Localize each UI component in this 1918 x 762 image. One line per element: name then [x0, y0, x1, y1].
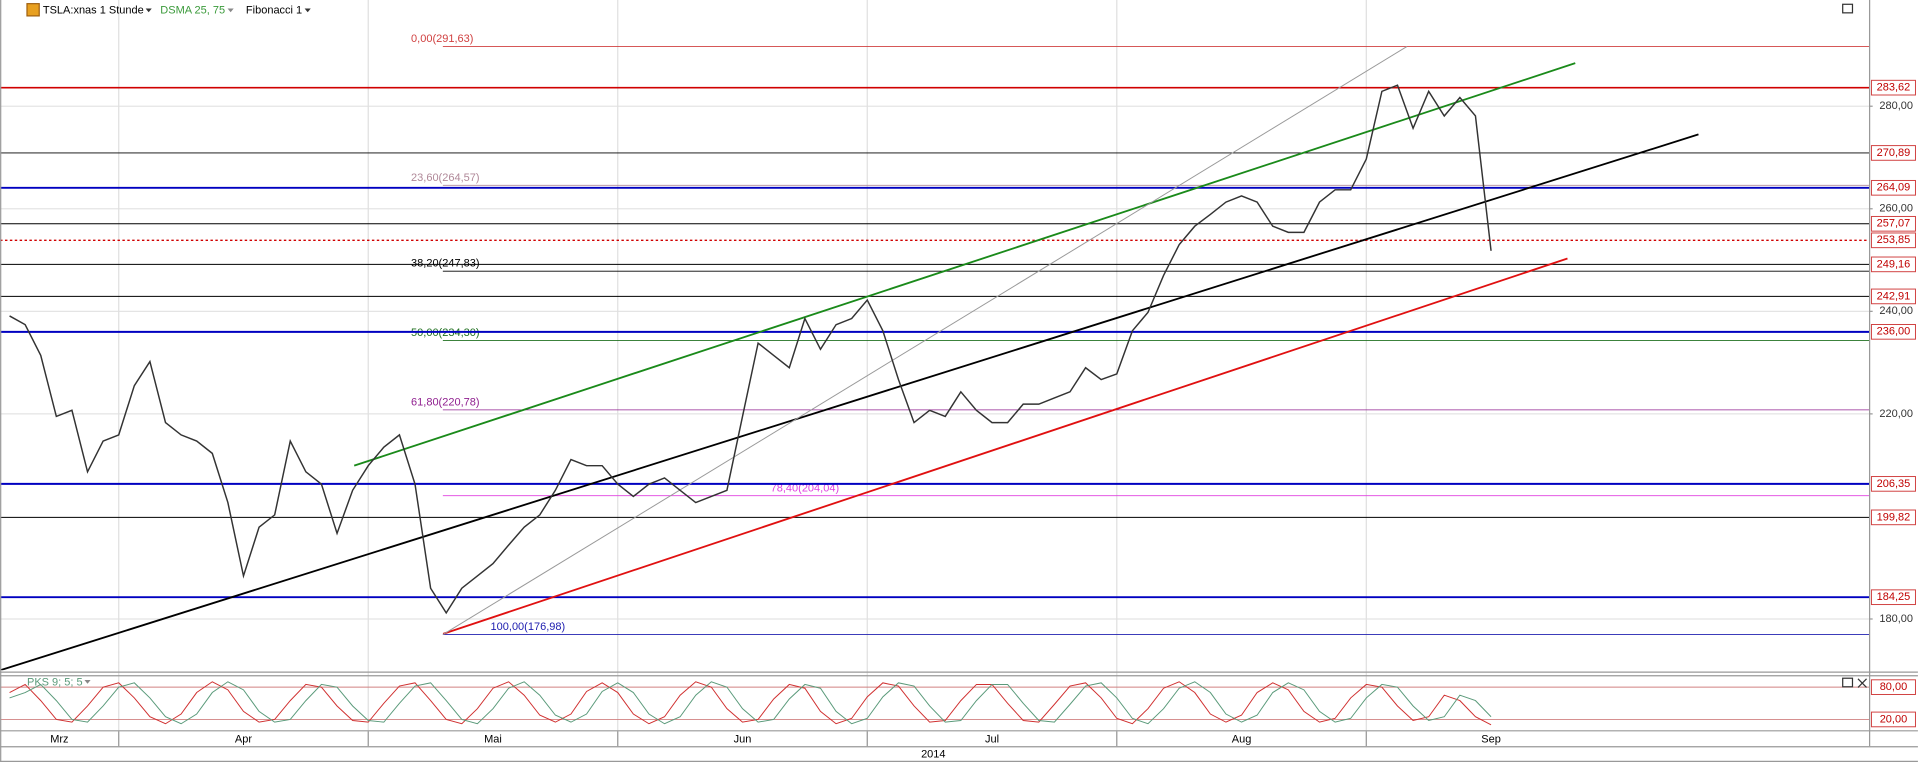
level-label: 257,07	[1877, 218, 1911, 230]
y-tick-label: 280,00	[1879, 100, 1913, 112]
dropdown-arrow[interactable]	[304, 8, 311, 13]
indicator-label[interactable]: DSMA 25, 75	[160, 4, 225, 16]
level-box	[1870, 679, 1916, 695]
fibonacci-label: 0,00(291,63)	[411, 33, 473, 45]
level-box	[1870, 215, 1916, 232]
dropdown-arrow[interactable]	[145, 8, 152, 13]
level-box	[1870, 711, 1916, 728]
level-label: 199,82	[1877, 511, 1911, 523]
levels: 0,00(291,63) 23,60(264,57) 38,20(247,83) 50…	[0, 33, 1869, 635]
x-tick-label: Jul	[985, 733, 999, 745]
level-label: 242,91	[1877, 290, 1911, 302]
level-label: 283,62	[1877, 82, 1911, 94]
oscillator-title[interactable]: PKS 9; 5; 5	[27, 676, 83, 688]
level-label: 184,25	[1877, 591, 1911, 603]
fibonacci-label: 61,80(220,78)	[411, 396, 479, 408]
maximize-button[interactable]	[1842, 3, 1854, 14]
level-box	[1870, 476, 1916, 492]
x-tick-label: Apr	[235, 733, 252, 745]
level-box	[1870, 256, 1916, 273]
marks	[0, 46, 1699, 726]
level-box	[1870, 324, 1916, 340]
level-label: 249,16	[1877, 258, 1911, 270]
level-box	[1870, 232, 1916, 249]
x-tick-label: Mrz	[50, 733, 68, 745]
level-box	[1870, 179, 1916, 196]
header: TSLA:xnas 1 Stunde DSMA 25, 75 Fibonacci…	[26, 3, 1867, 761]
level-box	[1870, 288, 1916, 305]
level-box	[1870, 509, 1916, 526]
close-button[interactable]	[1857, 678, 1867, 688]
trendline	[0, 133, 1699, 671]
level-label: 206,35	[1877, 478, 1911, 490]
maximize-button[interactable]	[1842, 677, 1854, 688]
symbol-icon	[26, 3, 40, 17]
y-tick-label: 220,00	[1879, 408, 1913, 420]
x-tick-label: Sep	[1481, 733, 1501, 745]
grid	[0, 0, 1869, 747]
fibonacci-label: 100,00(176,98)	[491, 621, 566, 633]
level-label: 253,85	[1877, 234, 1911, 246]
y-tick-label: 240,00	[1879, 305, 1913, 317]
trendline	[353, 62, 1576, 467]
fibonacci-label: 50,00(234,30)	[411, 327, 479, 339]
fibonacci-label: 38,20(247,83)	[411, 258, 479, 270]
trendline	[442, 257, 1568, 635]
level-label: 264,09	[1877, 182, 1911, 194]
y-tick-label: 180,00	[1879, 613, 1913, 625]
oscillator-tick-label: 20,00	[1880, 713, 1908, 725]
dropdown-arrow[interactable]	[227, 8, 234, 13]
oscillator-tick-label: 80,00	[1880, 681, 1908, 693]
symbol-title[interactable]: TSLA:xnas 1 Stunde	[43, 4, 144, 16]
level-label: 270,89	[1877, 147, 1911, 159]
price-line	[9, 84, 1492, 615]
level-box	[1870, 79, 1916, 96]
level-box	[1870, 589, 1916, 606]
oscillator-line	[9, 681, 1492, 726]
fibonacci-label: 23,60(264,57)	[411, 172, 479, 184]
fibonacci-label: 78,40(204,04)	[771, 482, 840, 494]
x-tick-label: Jun	[734, 733, 752, 745]
x-axis-label: 2014	[921, 749, 945, 761]
oscillator-line	[9, 681, 1492, 725]
trendline	[442, 46, 1408, 635]
x-tick-label: Aug	[1232, 733, 1252, 745]
x-tick-label: Mai	[484, 733, 502, 745]
level-label: 236,00	[1877, 326, 1911, 338]
indicator-label[interactable]: Fibonacci 1	[246, 4, 302, 16]
y-tick-label: 260,00	[1879, 203, 1913, 215]
level-box	[1870, 145, 1916, 161]
dropdown-arrow[interactable]	[84, 680, 91, 684]
